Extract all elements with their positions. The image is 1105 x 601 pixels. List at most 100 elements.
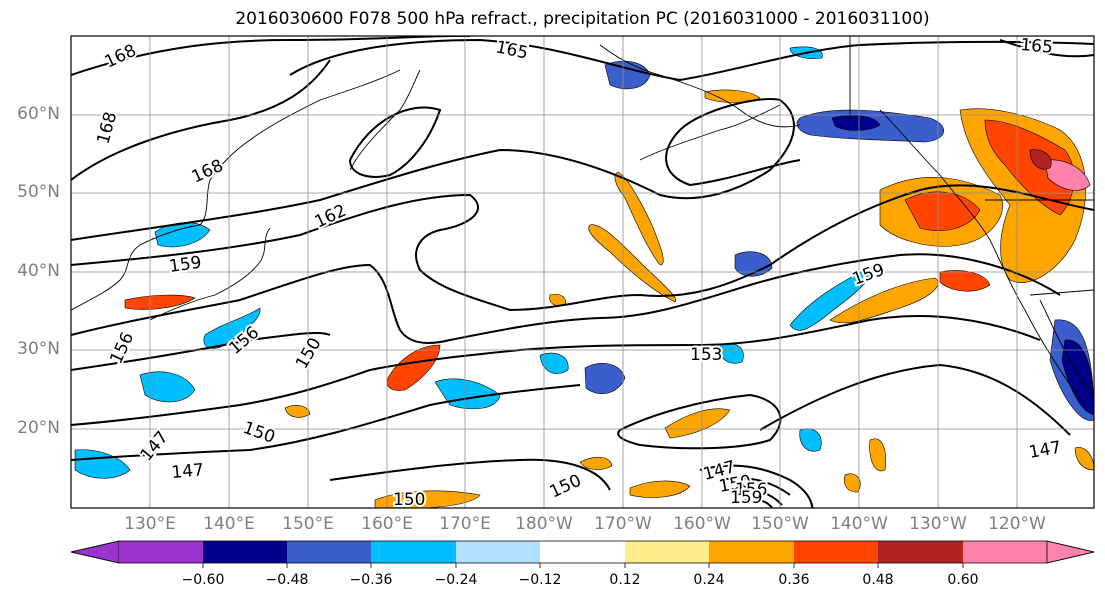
contour-label: 159 (730, 488, 762, 508)
precip-neg-blob11 (74, 449, 131, 479)
contour-147-b (759, 363, 1071, 436)
lon-label: 120°W (988, 514, 1046, 534)
precip-neg-blob6 (139, 371, 196, 403)
lat-label: 50°N (17, 182, 60, 202)
map-title: 2016030600 F078 500 hPa refract., precip… (235, 9, 930, 29)
precip-pos-mid (939, 270, 991, 292)
coast-bc (879, 109, 1081, 401)
colorbar-segment (625, 541, 709, 563)
precip-pos-bc-core (984, 119, 1075, 216)
contour-lower-5 (744, 498, 774, 508)
colorbar (70, 540, 1095, 568)
map-plot: 168 165 168 168 162 159 156 156 150 153 … (70, 35, 1095, 509)
precip-pos-sw4 (579, 456, 613, 470)
coast-aleutians (639, 104, 781, 161)
coast-japan (149, 227, 271, 321)
colorbar-segment (794, 541, 878, 563)
colorbar-segment (119, 541, 203, 563)
colorbar-tick-label: −0.12 (518, 572, 562, 588)
lat-label: 40°N (17, 261, 60, 281)
contour-inner-cyclone (349, 106, 442, 178)
lon-label: 150°E (282, 514, 334, 534)
precip-pos-sw3 (664, 408, 731, 439)
contour-147-a (71, 384, 581, 461)
contour-lower-2 (699, 464, 814, 508)
contour-168-left (71, 59, 331, 181)
precip-neg-blob9-core (1061, 339, 1094, 416)
precip-pos-sw8 (869, 438, 886, 472)
precip-neg-blob2 (584, 363, 626, 395)
contour-lines (71, 36, 1094, 508)
contour-156 (71, 253, 1061, 344)
precip-pos-streak2 (588, 224, 677, 303)
lon-label: 140°E (203, 514, 255, 534)
lon-label: 160°E (361, 514, 413, 534)
coast-alaska (599, 44, 801, 128)
contour-159 (71, 184, 1094, 312)
precip-pos-sw5 (629, 480, 691, 498)
colorbar-tick-label: 0.12 (609, 572, 641, 588)
lat-label: 20°N (17, 418, 60, 438)
lon-label: 130°E (124, 514, 176, 534)
border-us-mex (1029, 289, 1094, 296)
colorbar-tick-label: −0.36 (349, 572, 393, 588)
precip-pos-sw6 (374, 490, 481, 508)
contour-162 (71, 98, 801, 241)
contour-lower-4 (729, 487, 783, 506)
colorbar-extend-low (70, 540, 120, 564)
contour-label: 165 (1020, 35, 1054, 58)
lat-label: 60°N (17, 104, 60, 124)
colorbar-tick-label: −0.48 (265, 572, 309, 588)
colorbar-segment (963, 541, 1047, 563)
contour-top-right (999, 39, 1094, 58)
precip-neg-band (789, 264, 877, 331)
map-frame (70, 35, 1095, 509)
contour-165 (289, 38, 1094, 82)
lat-label: 30°N (17, 339, 60, 359)
contour-label: 156 (735, 480, 767, 500)
colorbar-segment (709, 541, 794, 563)
precip-pos-band (829, 277, 939, 324)
colorbar-extend-high (1046, 540, 1095, 564)
gridlines (71, 36, 1094, 508)
coastlines (71, 36, 1094, 401)
colorbar-tick-label: −0.60 (181, 572, 225, 588)
contour-lower-3 (719, 477, 791, 496)
lon-label: 160°W (673, 514, 731, 534)
precip-pos-red (1029, 149, 1052, 170)
precip-pos-streak1 (614, 171, 664, 266)
precip-pos-sw1 (387, 344, 441, 391)
contour-150 (71, 315, 1041, 426)
coast-asia (71, 69, 401, 311)
colorbar-segment (878, 541, 963, 563)
precip-pos-sw7 (284, 405, 311, 418)
lon-label: 170°E (439, 514, 491, 534)
lon-label: 150°W (751, 514, 809, 534)
lon-label: 140°W (830, 514, 888, 534)
colorbar-tick-label: 0.48 (862, 572, 894, 588)
coast-mexico (1039, 299, 1094, 401)
colorbar-tick-label: 0.36 (778, 572, 810, 588)
colorbar-segment (203, 541, 287, 563)
colorbar-segment (456, 541, 540, 563)
precip-pos-sw10 (1074, 447, 1094, 471)
colorbar-segment (287, 541, 371, 563)
border-canada (849, 36, 1094, 201)
precip-pos-sw9 (843, 473, 861, 493)
contour-153 (71, 331, 331, 371)
precip-shading (74, 46, 1094, 508)
colorbar-tick-label: 0.24 (693, 572, 725, 588)
precip-pos-alaska (704, 89, 761, 103)
lon-label: 130°W (909, 514, 967, 534)
colorbar-segment (371, 541, 456, 563)
colorbar-segment (540, 541, 625, 563)
contour-lower-1 (329, 458, 611, 491)
contour-label: 147 (171, 460, 205, 483)
precip-neg-blob1 (734, 251, 773, 277)
lon-label: 180°W (515, 514, 573, 534)
coast-kamchatka (349, 69, 421, 171)
colorbar-tick-label: −0.24 (434, 572, 478, 588)
precip-pos-pink (1044, 159, 1091, 191)
colorbar-tick-label: 0.60 (947, 572, 979, 588)
lon-label: 170°W (594, 514, 652, 534)
